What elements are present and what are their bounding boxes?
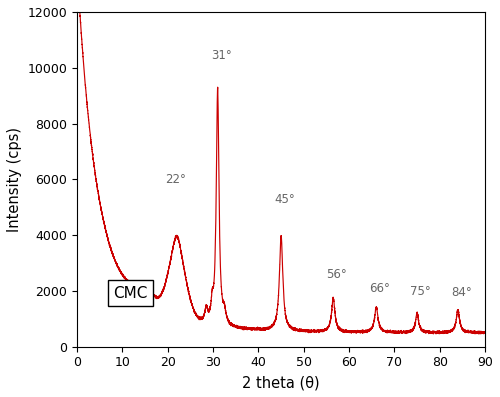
Text: 56°: 56° xyxy=(326,268,347,281)
X-axis label: 2 theta (θ): 2 theta (θ) xyxy=(242,375,320,390)
Text: CMC: CMC xyxy=(113,286,148,301)
Text: 75°: 75° xyxy=(410,285,431,298)
Text: 84°: 84° xyxy=(451,286,472,299)
Text: 66°: 66° xyxy=(370,282,390,295)
Text: 22°: 22° xyxy=(166,173,186,186)
Text: 45°: 45° xyxy=(274,193,295,206)
Y-axis label: Intensity (cps): Intensity (cps) xyxy=(7,127,22,232)
Text: 31°: 31° xyxy=(211,49,232,62)
